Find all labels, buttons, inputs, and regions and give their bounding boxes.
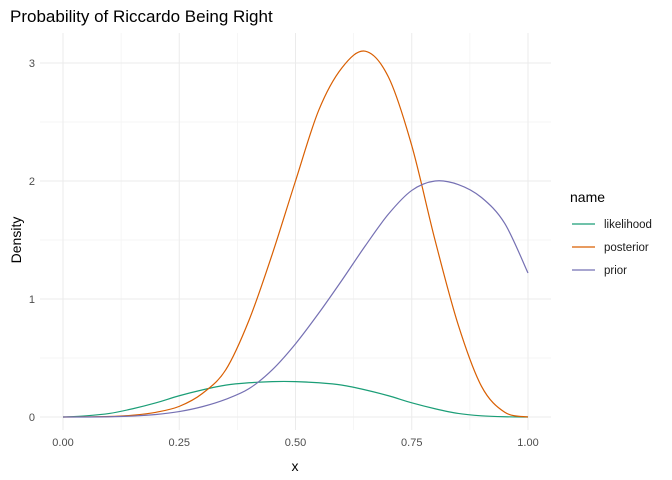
chart-title: Probability of Riccardo Being Right [10, 7, 273, 26]
y-axis-ticks: 0 1 2 3 [29, 58, 35, 424]
x-axis-title: x [292, 458, 299, 474]
x-tick-label: 0.00 [52, 437, 73, 449]
y-tick-label: 3 [29, 58, 35, 70]
x-tick-label: 1.00 [517, 437, 538, 449]
legend-label-prior: prior [604, 265, 627, 277]
series-lines [62, 50, 529, 418]
legend-label-likelihood: likelihood [604, 219, 652, 231]
series-line-likelihood [62, 380, 529, 418]
grid-lines [40, 33, 551, 430]
y-axis-title: Density [8, 217, 24, 264]
x-tick-label: 0.50 [285, 437, 306, 449]
series-line-posterior [62, 50, 529, 418]
x-tick-label: 0.25 [169, 437, 190, 449]
legend-label-posterior: posterior [604, 242, 649, 254]
legend: name likelihood posterior prior [570, 189, 652, 277]
series-line-prior [62, 180, 529, 418]
legend-title: name [570, 189, 605, 205]
x-axis-ticks: 0.00 0.25 0.50 0.75 1.00 [52, 437, 538, 449]
y-tick-label: 0 [29, 412, 35, 424]
y-tick-label: 1 [29, 294, 35, 306]
x-tick-label: 0.75 [401, 437, 422, 449]
y-tick-label: 2 [29, 176, 35, 188]
